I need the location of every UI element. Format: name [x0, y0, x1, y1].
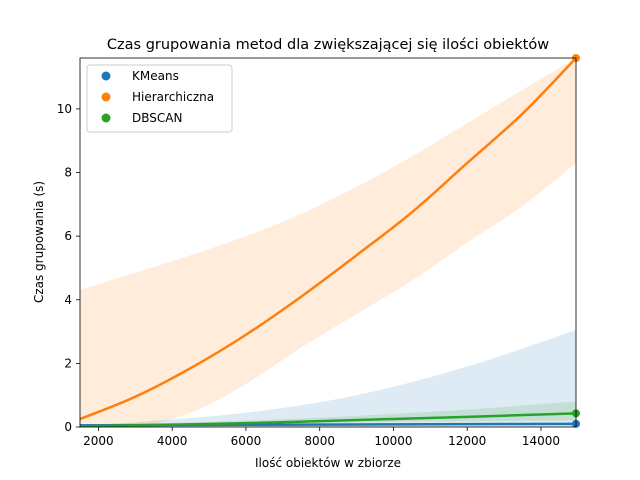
- legend-label-kmeans: KMeans: [132, 69, 179, 83]
- x-tick-label: 14000: [522, 434, 560, 448]
- y-tick-label: 0: [64, 420, 72, 434]
- ci-band-dbscan: [80, 401, 576, 427]
- y-tick-label: 4: [64, 293, 72, 307]
- confidence-bands: [80, 58, 576, 427]
- x-axis-label: Ilość obiektów w zbiorze: [255, 456, 401, 470]
- line-dbscan: [80, 412, 576, 427]
- x-tick-label: 4000: [157, 434, 188, 448]
- legend: KMeans Hierarchiczna DBSCAN: [86, 64, 233, 133]
- legend-marker-dbscan: [101, 113, 111, 123]
- legend-label-dbscan: DBSCAN: [132, 111, 182, 125]
- series-lines: [80, 58, 576, 427]
- y-tick-label: 6: [64, 229, 72, 243]
- y-tick-label: 2: [64, 356, 72, 370]
- y-axis-label: Czas grupowania (s): [32, 181, 46, 303]
- x-tick-label: 10000: [374, 434, 412, 448]
- legend-label-hierarchiczna: Hierarchiczna: [132, 90, 214, 104]
- x-tick-label: 12000: [448, 434, 486, 448]
- y-tick-label: 8: [64, 166, 72, 180]
- ci-band-kmeans: [80, 329, 576, 427]
- ci-band-hierarchiczna: [80, 58, 576, 427]
- y-tick-label: 10: [57, 102, 72, 116]
- plot-frame: [79, 57, 577, 428]
- chart-title: Czas grupowania metod dla zwiększającej …: [107, 37, 549, 53]
- x-tick-label: 2000: [83, 434, 114, 448]
- legend-marker-kmeans: [101, 71, 111, 81]
- x-tick-label: 6000: [231, 434, 262, 448]
- y-axis-ticks: 0 2 4 6 8 10: [57, 102, 80, 434]
- legend-marker-hierarchiczna: [101, 92, 111, 102]
- line-hierarchiczna: [80, 58, 576, 421]
- x-axis-ticks: 2000 4000 6000 8000 10000 12000 14000: [83, 427, 560, 448]
- x-tick-label: 8000: [304, 434, 335, 448]
- legend-box: [86, 64, 233, 133]
